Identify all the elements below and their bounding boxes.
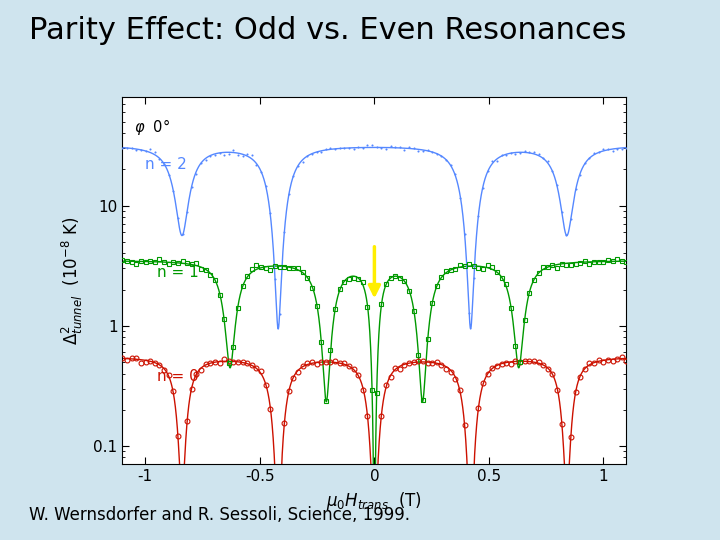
Text: n = 2: n = 2 xyxy=(145,157,187,172)
Text: n = 1: n = 1 xyxy=(157,265,199,280)
Y-axis label: $\Delta^2_{tunnel}$  (10$^{-8}$ K): $\Delta^2_{tunnel}$ (10$^{-8}$ K) xyxy=(60,217,85,345)
Text: n = 0: n = 0 xyxy=(157,369,199,384)
Text: Parity Effect: Odd vs. Even Resonances: Parity Effect: Odd vs. Even Resonances xyxy=(29,16,626,45)
Text: $\varphi$  0°: $\varphi$ 0° xyxy=(134,117,170,137)
Text: W. Wernsdorfer and R. Sessoli, Science, 1999.: W. Wernsdorfer and R. Sessoli, Science, … xyxy=(29,506,410,524)
X-axis label: $\mu_0 H_{trans}$  (T): $\mu_0 H_{trans}$ (T) xyxy=(326,490,423,512)
